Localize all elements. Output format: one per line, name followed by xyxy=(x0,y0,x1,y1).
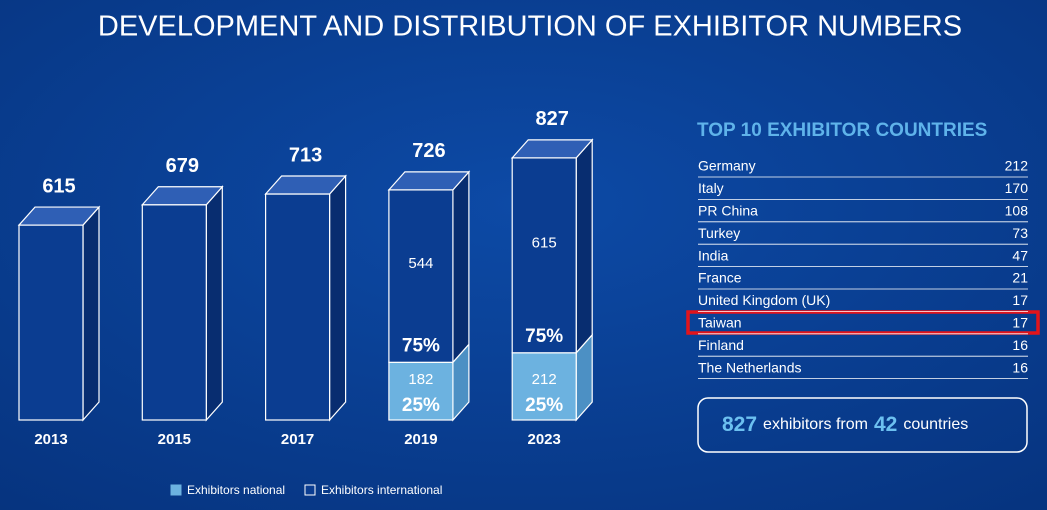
country-count: 16 xyxy=(1012,359,1028,375)
bar xyxy=(511,157,577,354)
legend-label: Exhibitors international xyxy=(321,483,442,497)
chart-title: DEVELOPMENT AND DISTRIBUTION OF EXHIBITO… xyxy=(98,11,962,43)
country-count: 73 xyxy=(1012,225,1028,241)
total-label: 827 xyxy=(536,108,569,130)
country-name: Taiwan xyxy=(698,315,742,331)
country-count: 170 xyxy=(1005,180,1029,196)
total-label: 713 xyxy=(289,144,322,166)
bar-top xyxy=(510,139,594,159)
bar xyxy=(388,361,454,421)
share-label: 75% xyxy=(525,326,563,347)
share-label: 25% xyxy=(402,395,440,416)
country-count: 17 xyxy=(1012,292,1028,308)
country-name: The Netherlands xyxy=(698,359,802,375)
bar-side xyxy=(452,170,470,364)
summary-box xyxy=(697,397,1028,453)
bar xyxy=(265,193,331,421)
summary-exhibitors: 827 xyxy=(722,413,757,436)
bar-side xyxy=(205,185,223,422)
country-name: Finland xyxy=(698,337,744,353)
highlight-box xyxy=(686,310,1040,335)
bar-side xyxy=(329,174,347,422)
summary-text: exhibitors from xyxy=(763,416,868,433)
bar xyxy=(388,189,454,363)
bar-side xyxy=(82,205,100,422)
share-label: 25% xyxy=(525,395,563,416)
country-count: 17 xyxy=(1012,315,1028,331)
total-label: 615 xyxy=(42,175,75,197)
legend-label: Exhibitors national xyxy=(187,483,285,497)
country-name: United Kingdom (UK) xyxy=(698,292,830,308)
bar-side xyxy=(575,138,593,355)
country-count: 108 xyxy=(1005,203,1029,219)
country-name: Turkey xyxy=(698,225,740,241)
country-name: PR China xyxy=(698,203,758,219)
x-tick-label: 2023 xyxy=(528,431,561,448)
segment-label: 544 xyxy=(408,255,433,272)
bar-top xyxy=(17,206,101,226)
segment-label: 212 xyxy=(532,371,557,388)
country-name: Italy xyxy=(698,180,724,196)
x-tick-label: 2017 xyxy=(281,431,314,448)
country-count: 16 xyxy=(1012,337,1028,353)
summary: 827 exhibitors from 42 countries xyxy=(722,413,968,436)
legend-swatch xyxy=(304,484,316,496)
total-label: 726 xyxy=(412,140,445,162)
segment-label: 182 xyxy=(408,371,433,388)
bar-top xyxy=(140,186,224,206)
country-count: 212 xyxy=(1005,158,1029,174)
bar-top xyxy=(264,175,347,195)
share-label: 75% xyxy=(402,335,440,356)
x-tick-label: 2013 xyxy=(34,431,67,448)
country-name: France xyxy=(698,270,742,286)
total-label: 679 xyxy=(166,155,199,177)
summary-text: countries xyxy=(903,416,968,433)
table-title: TOP 10 EXHIBITOR COUNTRIES xyxy=(697,120,987,141)
segment-label: 615 xyxy=(532,234,557,251)
bar xyxy=(18,224,84,421)
country-name: India xyxy=(698,247,729,263)
country-name: Germany xyxy=(698,158,756,174)
x-tick-label: 2019 xyxy=(404,431,437,448)
country-count: 47 xyxy=(1012,247,1028,263)
bar-top xyxy=(387,171,471,191)
legend-swatch xyxy=(170,484,182,496)
country-count: 21 xyxy=(1012,270,1028,286)
bar xyxy=(141,204,207,421)
summary-countries: 42 xyxy=(874,413,897,436)
x-tick-label: 2015 xyxy=(158,431,191,448)
